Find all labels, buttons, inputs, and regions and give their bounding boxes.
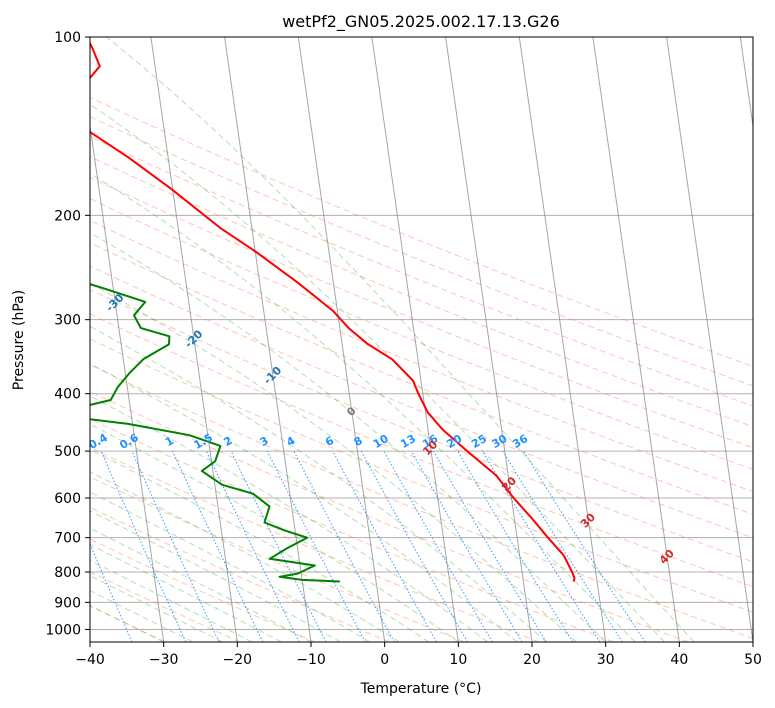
temperature-profile-line <box>90 41 576 582</box>
y-tick-label: 200 <box>54 208 81 224</box>
y-tick-label: 800 <box>54 565 81 581</box>
isotherm-line <box>150 37 238 642</box>
isotherm-line <box>445 37 533 642</box>
dry-adiabat-line <box>90 198 753 470</box>
x-tick-label: −20 <box>223 652 253 668</box>
moist-adiabat-line <box>90 172 636 642</box>
moist-adiabat-line <box>90 103 665 642</box>
x-axis-label: Temperature (°C) <box>360 681 482 697</box>
x-tick-label: −10 <box>296 652 326 668</box>
mixing-ratio-line <box>230 450 327 642</box>
y-tick-label: 900 <box>54 595 81 611</box>
moist-adiabat-line <box>90 423 459 642</box>
mixing-ratio-line <box>502 450 623 642</box>
mixing-ratio-line <box>293 450 395 642</box>
dry-adiabat-line <box>90 418 614 642</box>
isotherm-line <box>518 37 607 642</box>
plot-area <box>90 37 753 642</box>
mixing-ratio-line <box>266 450 366 642</box>
isotherm-line <box>666 37 753 642</box>
moist-adiabat-line <box>90 589 194 642</box>
isotherm-line <box>224 37 312 642</box>
dry-adiabat-line <box>90 338 753 613</box>
mixing-ratio-line <box>131 450 220 642</box>
y-tick-label: 700 <box>54 531 81 547</box>
mixing-ratio-line <box>383 450 493 642</box>
dry-adiabat-line <box>90 538 315 642</box>
mixing-ratio-line <box>205 450 300 642</box>
dry-adiabat-line <box>90 156 753 428</box>
mixing-ratio-line <box>360 450 468 642</box>
dry-adiabat-line <box>90 313 753 588</box>
x-tick-label: 0 <box>380 652 389 668</box>
moist-adiabat-line <box>90 575 223 642</box>
y-tick-label: 1000 <box>45 622 81 638</box>
mixing-ratio-line <box>481 450 601 642</box>
x-tick-label: 50 <box>744 652 762 668</box>
x-axis: −40 −30 −20 −10 0 10 20 30 40 50 <box>75 642 762 668</box>
moist-adiabat-line <box>90 471 400 642</box>
x-tick-label: 10 <box>449 652 467 668</box>
x-tick-label: 20 <box>523 652 541 668</box>
moist-adiabat-line <box>90 491 371 642</box>
mixing-ratio-line <box>457 450 574 642</box>
dry-adiabat-line <box>90 364 753 639</box>
chart-title: wetPf2_GN05.2025.002.17.13.G26 <box>282 12 560 32</box>
isotherm-line <box>297 37 386 642</box>
y-tick-label: 400 <box>54 387 81 403</box>
moist-adiabat-line <box>90 232 607 642</box>
dry-adiabat-line <box>90 289 753 563</box>
mixing-ratio-line <box>332 450 437 642</box>
x-tick-label: −30 <box>149 652 179 668</box>
y-axis-label: Pressure (hPa) <box>11 290 27 390</box>
isotherm-line <box>371 37 459 642</box>
y-tick-label: 500 <box>54 444 81 460</box>
dry-adiabat-line <box>90 446 539 642</box>
dry-adiabat-line <box>90 265 753 539</box>
y-tick-label: 600 <box>54 491 81 507</box>
dry-adiabat-line <box>90 242 753 515</box>
x-tick-label: −40 <box>75 652 105 668</box>
mixing-ratio-line <box>172 450 264 642</box>
dewpoint-profile-line <box>90 283 340 583</box>
isotherm-line <box>592 37 680 642</box>
moist-adiabat-line <box>90 559 253 642</box>
moist-adiabat-line <box>90 282 577 642</box>
dry-adiabat-line <box>90 116 753 387</box>
dry-adiabat-line <box>90 135 753 407</box>
x-tick-label: 40 <box>670 652 688 668</box>
y-axis: 1000 900 800 700 600 500 400 300 200 100 <box>45 30 90 638</box>
moist-adiabat-line <box>90 395 489 642</box>
y-tick-label: 300 <box>54 313 81 329</box>
plot-frame <box>89 36 754 643</box>
y-tick-label: 100 <box>54 30 81 46</box>
moist-adiabat-line <box>90 325 548 642</box>
x-tick-label: 30 <box>597 652 615 668</box>
dry-adiabat-line <box>90 219 753 493</box>
isotherm-line <box>90 122 165 642</box>
dry-adiabat-line <box>90 176 753 449</box>
moist-adiabat-line <box>90 363 518 642</box>
